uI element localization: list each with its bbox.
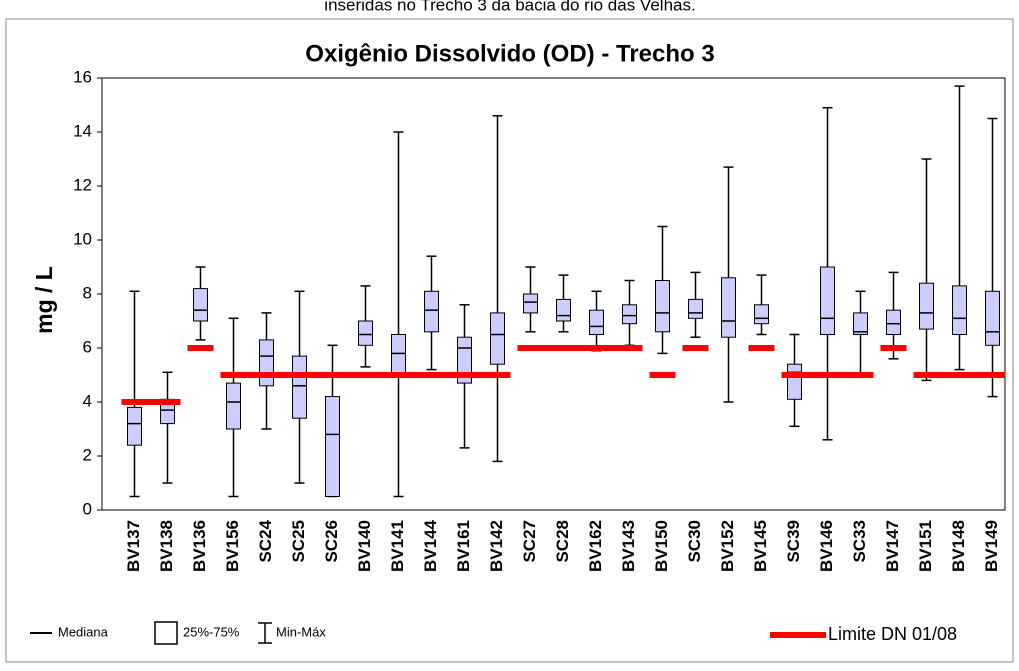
box [325, 396, 340, 498]
y-axis-label: mg / L [31, 266, 57, 334]
x-tick-label: BV162 [586, 520, 605, 572]
y-tick-label: 4 [83, 391, 92, 410]
y-tick-label: 16 [73, 67, 92, 86]
legend-label: 25%-75% [183, 624, 240, 639]
chart-frame [5, 18, 1014, 663]
x-tick-label: SC39 [784, 520, 803, 563]
x-tick-label: BV136 [190, 520, 209, 572]
box [853, 312, 868, 335]
x-tick-label: BV142 [487, 520, 506, 572]
x-tick-label: SC28 [553, 520, 572, 563]
box [523, 293, 538, 314]
x-tick-label: SC24 [256, 519, 275, 562]
box [127, 406, 142, 446]
legend-label: Min-Máx [276, 624, 326, 639]
y-tick-label: 14 [73, 121, 92, 140]
box [556, 298, 571, 322]
box [259, 339, 274, 387]
x-tick-label: BV137 [124, 520, 143, 572]
box [193, 288, 208, 322]
x-tick-label: BV146 [817, 520, 836, 572]
box [754, 304, 769, 325]
x-tick-label: BV149 [982, 520, 1001, 572]
y-tick-label: 6 [83, 337, 92, 356]
x-tick-label: BV145 [751, 520, 770, 572]
x-tick-label: BV152 [718, 520, 737, 572]
box [589, 309, 604, 336]
box [391, 334, 406, 376]
x-tick-label: SC26 [322, 520, 341, 563]
box [292, 355, 307, 419]
y-tick-label: 0 [83, 499, 92, 518]
y-tick-label: 2 [83, 445, 92, 464]
y-tick-label: 12 [73, 175, 92, 194]
box [787, 363, 802, 400]
x-tick-label: BV151 [916, 520, 935, 572]
x-tick-label: SC25 [289, 520, 308, 563]
x-tick-label: BV161 [454, 520, 473, 572]
box [820, 266, 835, 335]
box [490, 312, 505, 365]
legend-whisker-icon [258, 622, 272, 644]
box [226, 382, 241, 430]
y-tick-label: 10 [73, 229, 92, 248]
x-tick-label: SC27 [520, 520, 539, 563]
x-tick-label: BV156 [223, 520, 242, 572]
box [358, 320, 373, 346]
x-tick-label: BV138 [157, 520, 176, 572]
legend-label: Mediana [58, 624, 109, 639]
box [886, 309, 901, 336]
box [919, 282, 934, 330]
x-tick-label: BV140 [355, 520, 374, 572]
x-tick-label: SC30 [685, 520, 704, 563]
x-tick-label: BV144 [421, 519, 440, 572]
x-tick-label: BV150 [652, 520, 671, 572]
x-tick-label: BV147 [883, 520, 902, 572]
x-tick-label: BV143 [619, 520, 638, 572]
box [655, 280, 670, 333]
x-tick-label: BV141 [388, 520, 407, 572]
box [688, 298, 703, 319]
legend-label: Limite DN 01/08 [828, 624, 957, 644]
y-tick-label: 8 [83, 283, 92, 302]
box [985, 290, 1000, 346]
box [622, 304, 637, 325]
box [952, 285, 967, 335]
box [721, 277, 736, 338]
caption: inseridas no Trecho 3 da bacia do rio da… [324, 0, 695, 14]
legend-box-icon [154, 621, 178, 645]
x-tick-label: SC33 [850, 520, 869, 563]
chart-title: Oxigênio Dissolvido (OD) - Trecho 3 [305, 40, 714, 67]
box [424, 290, 439, 333]
x-tick-label: BV148 [949, 520, 968, 572]
